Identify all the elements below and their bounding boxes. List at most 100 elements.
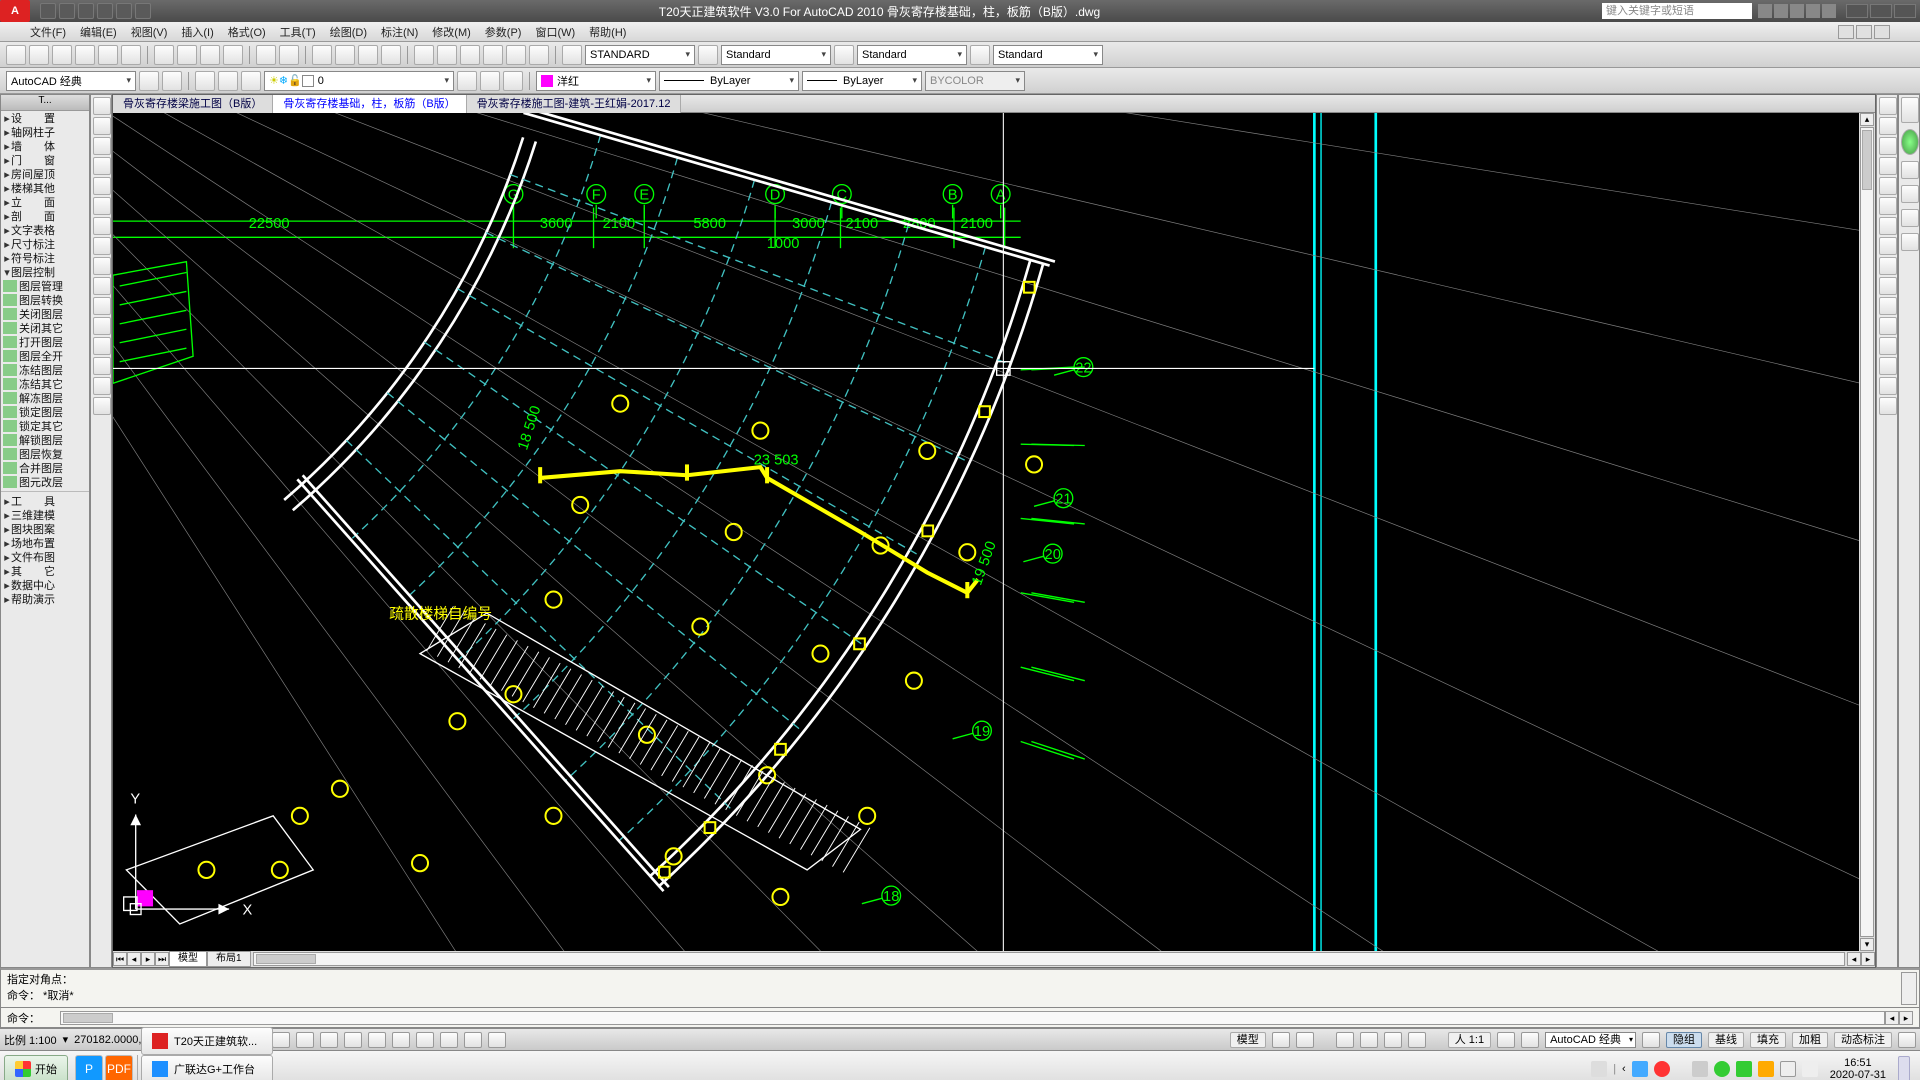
- document-tab[interactable]: 骨灰寄存楼基础，柱，板筋（B版）: [273, 95, 466, 113]
- explode-icon[interactable]: [1879, 397, 1897, 415]
- copy-obj-icon[interactable]: [1879, 117, 1897, 135]
- polygon-icon[interactable]: [93, 197, 111, 215]
- fillet-icon[interactable]: [1879, 377, 1897, 395]
- layer-op-item[interactable]: 图层管理: [1, 279, 89, 293]
- status-scale[interactable]: 比例 1:100: [4, 1032, 57, 1048]
- palette-item[interactable]: ▸立 面: [1, 195, 89, 209]
- palette-item[interactable]: ▸符号标注: [1, 251, 89, 265]
- lwt-toggle[interactable]: [464, 1032, 482, 1048]
- palette-item[interactable]: ▸文字表格: [1, 223, 89, 237]
- steering-wheel-icon[interactable]: [1901, 129, 1919, 155]
- otrack-toggle[interactable]: [392, 1032, 410, 1048]
- menu-format[interactable]: 格式(O): [228, 24, 266, 40]
- layer-op-item[interactable]: 关闭图层: [1, 307, 89, 321]
- matchprop-icon[interactable]: [223, 45, 243, 65]
- sb-wheel-icon[interactable]: [1384, 1032, 1402, 1048]
- layer-iso-icon[interactable]: [503, 71, 523, 91]
- menu-edit[interactable]: 编辑(E): [80, 24, 117, 40]
- sheetset-icon[interactable]: [483, 45, 503, 65]
- qat-redo-icon[interactable]: [116, 3, 132, 19]
- snap-toggle[interactable]: [272, 1032, 290, 1048]
- palette-item[interactable]: ▸尺寸标注: [1, 237, 89, 251]
- layer-op-item[interactable]: 锁定图层: [1, 405, 89, 419]
- trim-icon[interactable]: [1879, 277, 1897, 295]
- circle-icon[interactable]: [93, 137, 111, 155]
- palette-item[interactable]: ▸帮助演示: [1, 592, 89, 606]
- hscroll-bar[interactable]: [253, 952, 1845, 966]
- osnap-toggle[interactable]: [368, 1032, 386, 1048]
- clean-screen-icon[interactable]: [1898, 1032, 1916, 1048]
- break-icon[interactable]: [1879, 317, 1897, 335]
- color-combo[interactable]: 洋红: [536, 71, 656, 91]
- sb-showmotion-icon[interactable]: [1408, 1032, 1426, 1048]
- paste-icon[interactable]: [200, 45, 220, 65]
- mirror-icon[interactable]: [1879, 137, 1897, 155]
- toggle-group[interactable]: 隐组: [1666, 1032, 1702, 1048]
- palette-item[interactable]: ▸三维建模: [1, 508, 89, 522]
- palette-item[interactable]: ▸图块图案: [1, 522, 89, 536]
- block-icon[interactable]: [93, 357, 111, 375]
- layer-states-icon[interactable]: [218, 71, 238, 91]
- spline-icon[interactable]: [93, 237, 111, 255]
- ellipse-icon[interactable]: [93, 217, 111, 235]
- taskbar-task[interactable]: 广联达G+工作台: [141, 1055, 273, 1080]
- chamfer-icon[interactable]: [1879, 357, 1897, 375]
- layer-match-icon[interactable]: [480, 71, 500, 91]
- toggle-dyndim[interactable]: 动态标注: [1834, 1032, 1892, 1048]
- menu-help[interactable]: 帮助(H): [589, 24, 626, 40]
- palette-item[interactable]: ▸剖 面: [1, 209, 89, 223]
- cut-icon[interactable]: [154, 45, 174, 65]
- mdi-restore-button[interactable]: [1856, 25, 1872, 39]
- polar-toggle[interactable]: [344, 1032, 362, 1048]
- palette-item[interactable]: ▸设 置: [1, 111, 89, 125]
- palette-header[interactable]: T...: [1, 95, 89, 111]
- tray-wechat-icon[interactable]: [1714, 1061, 1730, 1077]
- layer-op-item[interactable]: 图层转换: [1, 293, 89, 307]
- tray-volume-icon[interactable]: [1692, 1061, 1708, 1077]
- save-icon[interactable]: [52, 45, 72, 65]
- search-go-icon[interactable]: [1758, 4, 1772, 18]
- anno-scale[interactable]: 人 1:1: [1448, 1032, 1491, 1048]
- palette-item[interactable]: ▸场地布置: [1, 536, 89, 550]
- layer-op-item[interactable]: 解冻图层: [1, 391, 89, 405]
- ql-app2-icon[interactable]: PDF: [105, 1055, 133, 1080]
- layer-op-item[interactable]: 图层全开: [1, 349, 89, 363]
- tab-prev-icon[interactable]: ◂: [127, 952, 141, 966]
- dyn-toggle[interactable]: [440, 1032, 458, 1048]
- qat-print-icon[interactable]: [135, 3, 151, 19]
- menu-tools[interactable]: 工具(T): [280, 24, 316, 40]
- tray-av-icon[interactable]: [1758, 1061, 1774, 1077]
- close-button[interactable]: [1894, 4, 1916, 18]
- mleaderstyle-combo[interactable]: Standard: [993, 45, 1103, 65]
- subscription-icon[interactable]: [1774, 4, 1788, 18]
- stretch-icon[interactable]: [1879, 257, 1897, 275]
- hscroll-thumb[interactable]: [256, 954, 316, 964]
- markup-icon[interactable]: [506, 45, 526, 65]
- ducs-toggle[interactable]: [416, 1032, 434, 1048]
- tray-qq-icon[interactable]: [1654, 1061, 1670, 1077]
- layer-prev-icon[interactable]: [457, 71, 477, 91]
- zoom-prev-icon[interactable]: [381, 45, 401, 65]
- rectangle-icon[interactable]: [93, 177, 111, 195]
- layout-tab[interactable]: 布局1: [207, 951, 251, 967]
- palette-item[interactable]: ▸房间屋顶: [1, 167, 89, 181]
- tablestyle-combo[interactable]: Standard: [857, 45, 967, 65]
- tray-net-icon[interactable]: [1632, 1061, 1648, 1077]
- layer-op-item[interactable]: 冻结其它: [1, 377, 89, 391]
- toolbar-lock-icon[interactable]: [1642, 1032, 1660, 1048]
- toggle-bold[interactable]: 加粗: [1792, 1032, 1828, 1048]
- tab-next-icon[interactable]: ▸: [141, 952, 155, 966]
- preview-icon[interactable]: [98, 45, 118, 65]
- status-ws-combo[interactable]: AutoCAD 经典: [1545, 1032, 1636, 1048]
- qat-open-icon[interactable]: [59, 3, 75, 19]
- hscroll-right-icon[interactable]: ▸: [1861, 952, 1875, 966]
- vscroll-up-icon[interactable]: ▴: [1860, 113, 1874, 126]
- help-icon[interactable]: [1822, 4, 1836, 18]
- palette-item[interactable]: ▸轴网柱子: [1, 125, 89, 139]
- cmd-hscroll[interactable]: [60, 1011, 1885, 1025]
- table-icon[interactable]: [93, 297, 111, 315]
- minimize-button[interactable]: [1846, 4, 1868, 18]
- model-ps-toggle[interactable]: 模型: [1230, 1032, 1266, 1048]
- menu-draw[interactable]: 绘图(D): [330, 24, 367, 40]
- tray-app-icon[interactable]: [1591, 1061, 1607, 1077]
